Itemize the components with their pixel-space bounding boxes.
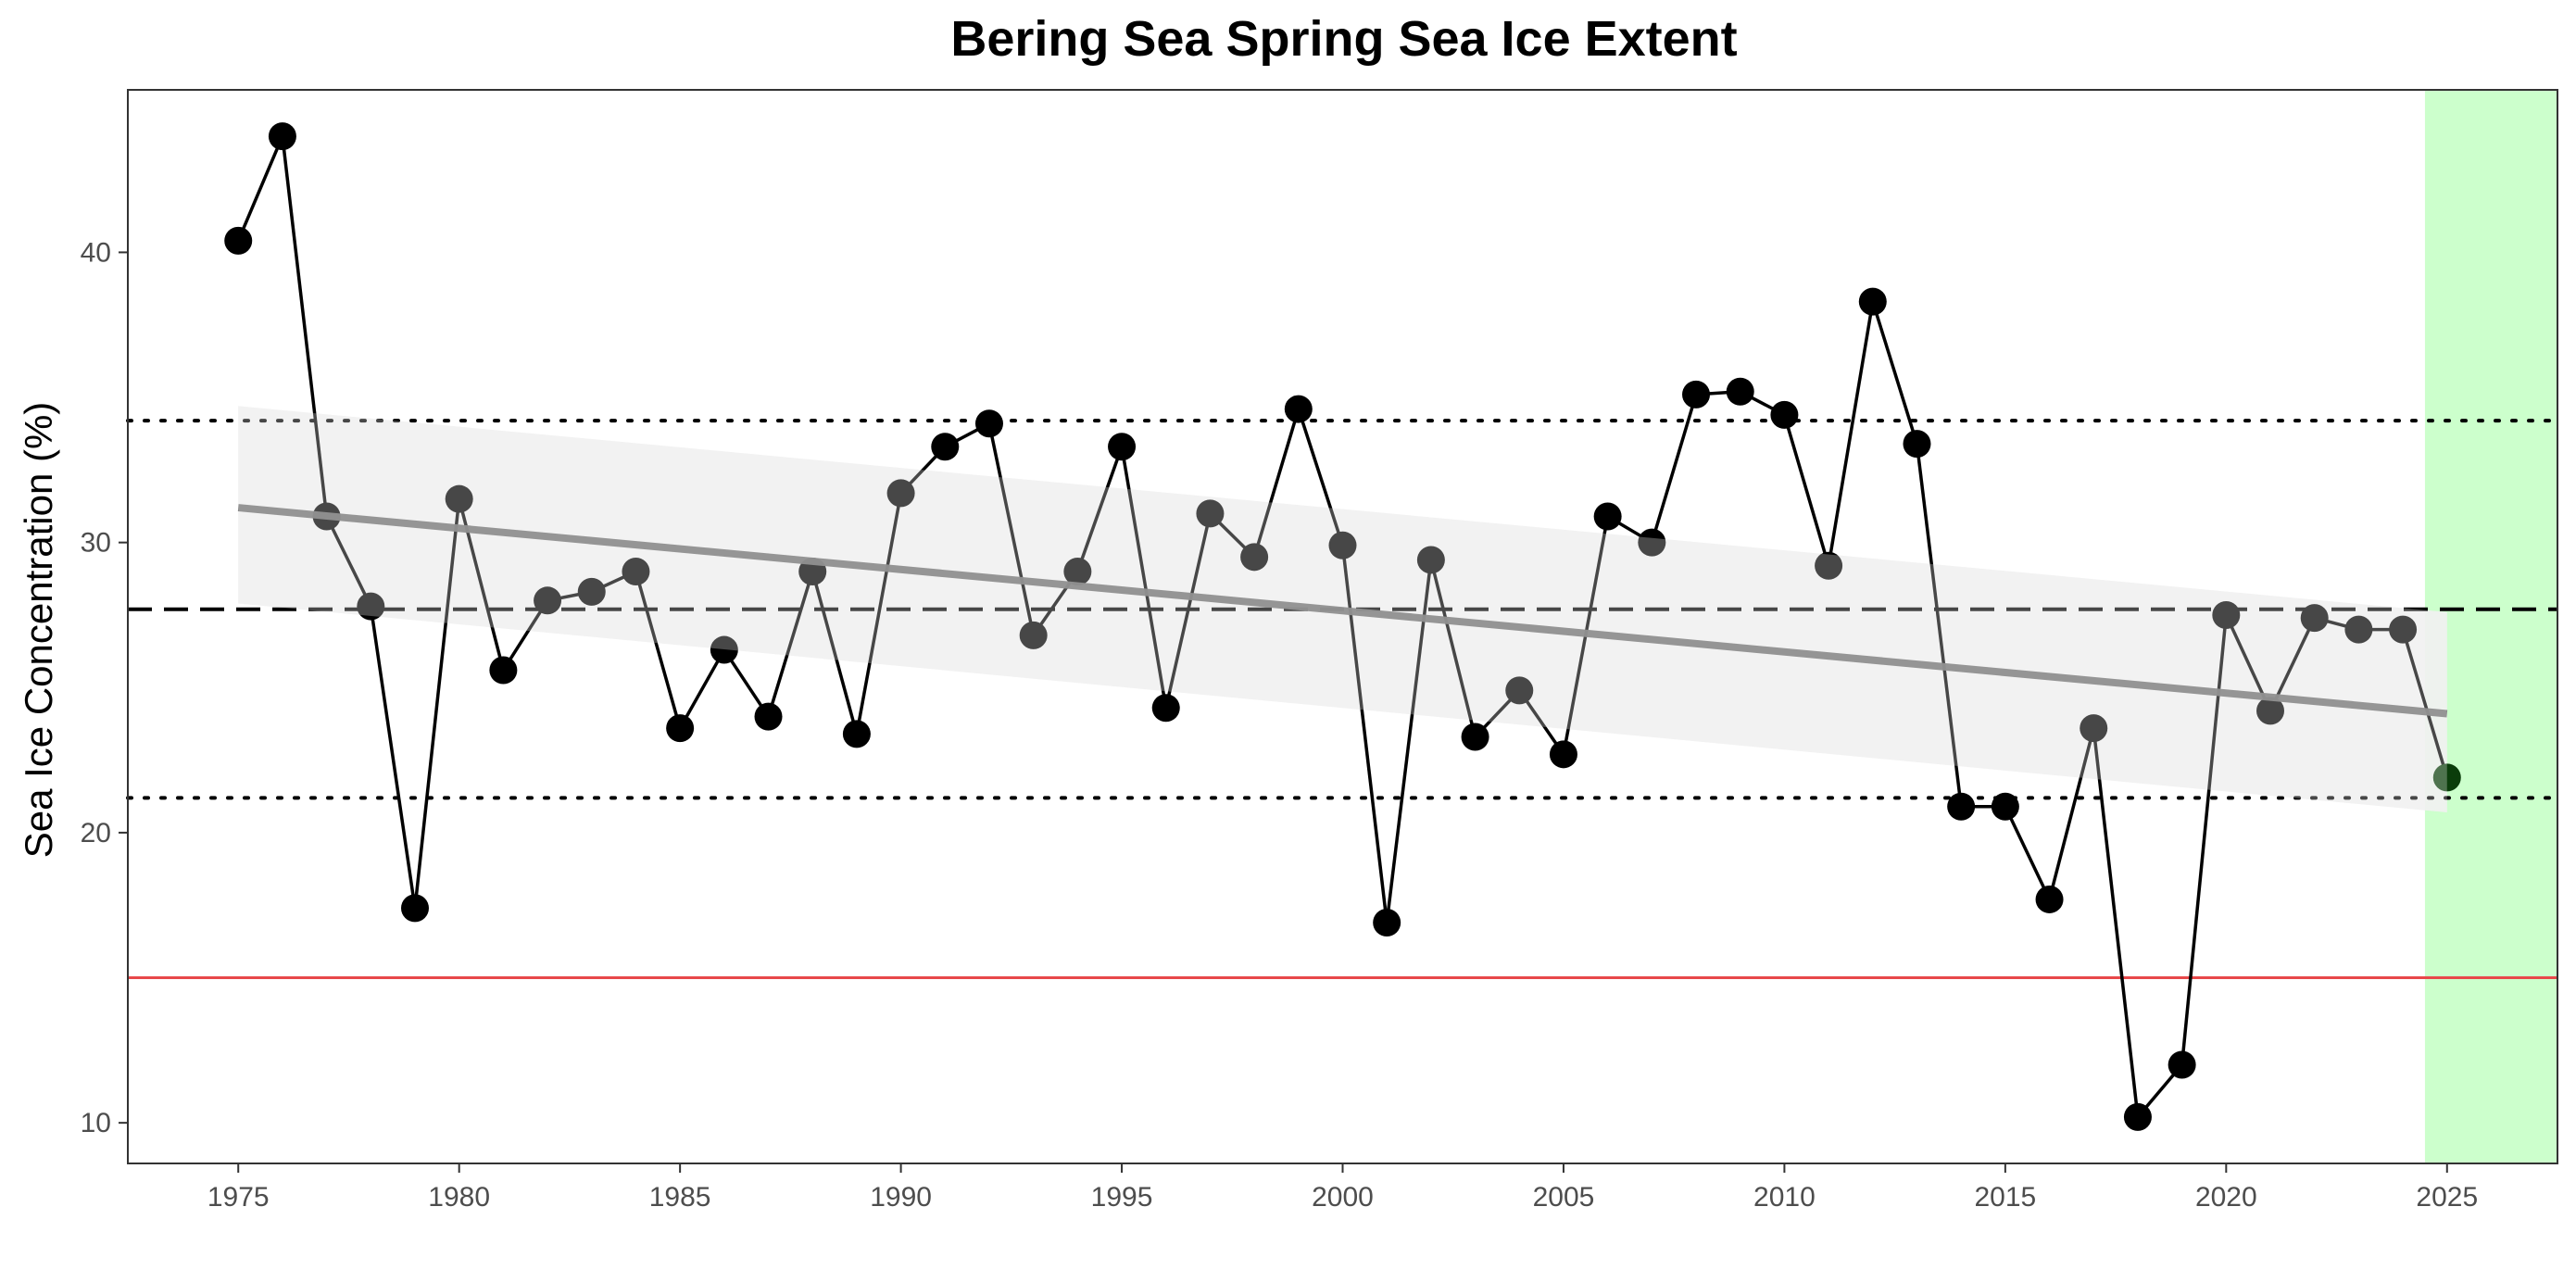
data-point-2008 [1682,380,1711,408]
series-line-segment [1297,408,1345,547]
x-tick-label: 2005 [1533,1182,1595,1213]
series-line-segment [2092,727,2140,1118]
y-tick-label: 40 [81,237,111,268]
data-point-2009 [1726,377,1754,406]
data-point-1999 [1284,395,1313,423]
data-point-2017 [2080,714,2108,743]
data-point-1979 [400,894,429,923]
data-point-2011 [1815,551,1843,580]
data-point-2000 [1328,531,1357,559]
data-point-1985 [666,714,695,743]
trend-line [237,504,2448,718]
x-tick-label: 1980 [428,1182,490,1213]
data-point-1975 [224,226,253,255]
data-point-1997 [1196,499,1225,528]
data-point-2025 [2432,763,2461,792]
x-tick-label: 2010 [1753,1182,1816,1213]
data-point-1984 [622,557,650,585]
data-point-2023 [2344,615,2373,644]
series-line-segment [1871,301,1919,445]
data-point-2022 [2300,604,2329,633]
series-line-segment [810,571,859,735]
data-point-2004 [1505,676,1534,705]
data-point-2024 [2389,615,2418,644]
data-point-2015 [1991,792,2019,821]
series-line-segment [766,571,814,718]
data-point-1983 [577,577,606,606]
data-point-2003 [1461,723,1489,751]
data-point-1991 [931,433,960,461]
x-tick-label: 1990 [870,1182,932,1213]
y-tick-label: 10 [81,1108,111,1138]
data-point-1980 [445,484,473,513]
series-line-segment [1075,446,1124,572]
series-line-segment [2004,805,2052,900]
data-point-2006 [1593,502,1622,531]
x-tick-label: 1975 [207,1182,270,1213]
x-tick-label: 2020 [2195,1182,2257,1213]
data-point-2012 [1858,287,1887,316]
series-line-segment [281,135,329,517]
data-point-1989 [842,720,871,748]
data-point-2020 [2212,600,2241,629]
series-line-segment [855,493,903,735]
data-point-1998 [1240,543,1269,572]
data-point-2014 [1947,792,1976,821]
series-line-segment [236,135,284,242]
data-point-1987 [754,702,783,731]
data-point-2002 [1416,546,1445,574]
series-line-segment [1429,559,1477,737]
data-point-1990 [886,479,915,508]
series-line-segment [1827,301,1875,567]
series-line-segment [369,606,417,909]
x-tick-label: 1995 [1091,1182,1153,1213]
data-point-1992 [974,409,1003,438]
series-line-segment [987,422,1036,636]
series-line-segment [2401,629,2449,778]
x-tick-label: 2015 [1974,1182,2036,1213]
data-point-1978 [357,592,385,621]
data-point-1993 [1019,621,1048,649]
series-line-segment [634,571,682,729]
data-point-1982 [534,586,562,615]
data-point-2007 [1638,528,1666,557]
y-tick-label: 30 [81,528,111,559]
series-line-segment [1915,443,1963,807]
series-line-segment [1252,408,1301,558]
series-line-segment [1120,446,1168,709]
data-point-2021 [2256,697,2285,725]
series-line-segment [325,515,372,608]
x-tick-label: 2000 [1312,1182,1374,1213]
data-point-2001 [1373,909,1401,937]
data-point-2005 [1549,740,1577,769]
data-point-2018 [2123,1102,2152,1131]
data-point-1994 [1063,557,1092,585]
data-point-2010 [1770,400,1799,429]
series-line-segment [2047,727,2095,900]
series-line-segment [678,648,726,729]
data-point-2016 [2035,885,2064,913]
y-tick-label: 20 [81,818,111,848]
data-point-1976 [268,122,296,151]
data-point-1981 [489,656,518,685]
series-line-segment [1782,414,1830,567]
y-axis-label: Sea Ice Concentration (%) [17,402,60,859]
series-line-segment [1650,394,1698,544]
trend-band-overlay [238,406,2447,812]
data-point-2013 [1903,430,1931,459]
series-line-segment [1164,512,1213,709]
chart-title: Bering Sea Spring Sea Ice Extent [950,11,1737,67]
data-point-1995 [1108,433,1137,461]
data-point-1996 [1151,694,1180,723]
series-line-segment [413,498,461,909]
x-tick-label: 2025 [2416,1182,2478,1213]
data-point-2019 [2168,1050,2196,1079]
x-tick-label: 1985 [649,1182,711,1213]
data-point-1986 [710,635,738,664]
plot-area: 1975 1980 1985 1990 1995 2000 2005 2010 2015 2020… [81,89,2559,1213]
